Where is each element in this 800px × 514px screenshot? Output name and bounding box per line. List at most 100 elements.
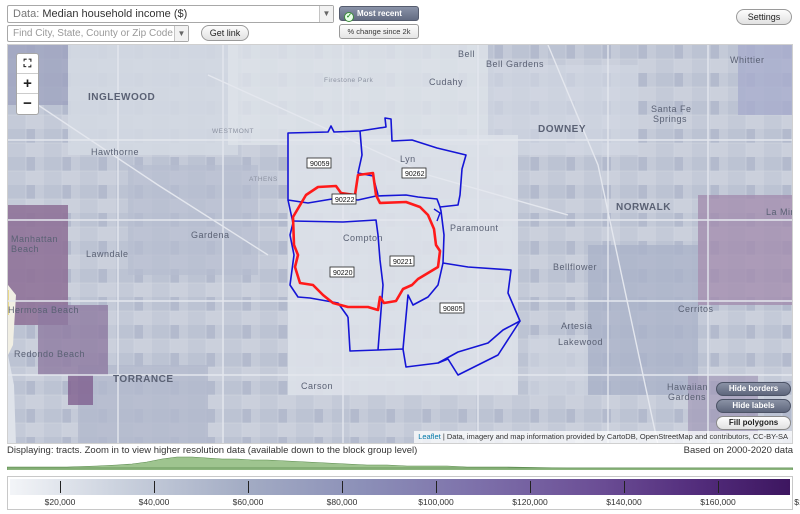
- hide-borders-button[interactable]: Hide borders: [716, 382, 791, 396]
- place-redondo-beach: Redondo Beach: [14, 349, 85, 359]
- zip-label-box: [401, 167, 427, 179]
- legend-tick-mark: [718, 481, 719, 493]
- data-range-status: Based on 2000-2020 data: [683, 445, 793, 456]
- chevron-down-icon[interactable]: ▼: [174, 26, 188, 41]
- zip-90220-west: [287, 199, 349, 318]
- map-canvas[interactable]: INGLEWOOD DOWNEY TORRANCE Hawthorne Gard…: [8, 45, 793, 444]
- hide-labels-button[interactable]: Hide labels: [716, 399, 791, 413]
- zoom-out-button[interactable]: −: [23, 95, 32, 112]
- place-lawndale: Lawndale: [86, 249, 129, 259]
- legend-tick-label: $160,000: [700, 497, 736, 507]
- get-link-button[interactable]: Get link: [201, 25, 249, 41]
- place-lynwood: Lyn: [400, 154, 416, 164]
- zip-label-90222: 90222: [335, 197, 355, 204]
- zip-90220-east: [291, 219, 384, 351]
- place-inglewood: INGLEWOOD: [88, 92, 155, 103]
- zip-label-90262: 90262: [405, 171, 425, 178]
- legend-tick-mark: [154, 481, 155, 493]
- place-hawaiian-gardens: Hawaiian Gardens: [667, 382, 711, 402]
- zip-90805-divider: [402, 262, 444, 350]
- value-histogram: [7, 456, 793, 470]
- chevron-down-icon[interactable]: ▼: [319, 6, 333, 22]
- zip-label-box: [331, 193, 357, 205]
- place-santa-fe-springs: Santa Fe Springs: [651, 104, 695, 124]
- place-gardena: Gardena: [191, 230, 230, 240]
- most-recent-value-toggle[interactable]: ✓Most recent value: [339, 6, 419, 33]
- zip-90805-boundary: [437, 320, 521, 376]
- legend-tick-label: $80,000: [326, 497, 358, 507]
- place-hawthorne: Hawthorne: [91, 147, 139, 157]
- highlighted-area-outline: [291, 171, 442, 312]
- place-manhattan-beach: Manhattan Beach: [11, 234, 61, 254]
- place-compton: Compton: [343, 233, 383, 243]
- place-firestone-park: Firestone Park: [324, 77, 374, 84]
- place-artesia: Artesia: [561, 321, 593, 331]
- place-labels: INGLEWOOD DOWNEY TORRANCE Hawthorne Gard…: [8, 49, 793, 402]
- zip-labels: 90059 90262 90222 90220 90221 90805: [306, 157, 465, 314]
- map-attribution: Leaflet | Data, imagery and map informat…: [414, 431, 792, 443]
- attribution-text: | Data, imagery and map information prov…: [440, 432, 788, 441]
- zip-label-90221: 90221: [393, 259, 413, 266]
- coastline: [8, 285, 16, 355]
- place-bell-gardens: Bell Gardens: [486, 59, 544, 69]
- place-cerritos: Cerritos: [678, 304, 714, 314]
- top-toolbar: Data: Median household income ($) ▼ Find…: [0, 0, 800, 44]
- place-la-mirada: La Mir: [766, 207, 793, 217]
- beach-line: Beach: [11, 244, 39, 254]
- place-bellflower: Bellflower: [553, 262, 597, 272]
- legend-tick-label: $140,000: [606, 497, 642, 507]
- location-search-input[interactable]: Find City, State, County or Zip Code ▼: [7, 25, 189, 42]
- zip-label-90059: 90059: [310, 161, 330, 168]
- place-downey: DOWNEY: [538, 124, 586, 135]
- place-bell: Bell: [458, 49, 475, 59]
- legend-tick-mark: [248, 481, 249, 493]
- place-whittier: Whittier: [730, 55, 765, 65]
- zip-90221-boundary: [347, 206, 521, 368]
- legend-tick-mark: [624, 481, 625, 493]
- data-select-value: Median household income ($): [42, 8, 188, 20]
- zip-label-90805: 90805: [443, 306, 463, 313]
- settings-button[interactable]: Settings: [736, 9, 792, 25]
- legend-tick-label: $40,000: [138, 497, 170, 507]
- place-athens: ATHENS: [249, 176, 278, 183]
- springs-line: Springs: [653, 114, 687, 124]
- zip-label-90220: 90220: [333, 270, 353, 277]
- legend-tick-label: $180,000: [794, 497, 800, 507]
- data-select-prefix: Data:: [13, 8, 40, 20]
- hawaiian-line: Hawaiian: [667, 382, 708, 392]
- search-placeholder: Find City, State, County or Zip Code: [13, 28, 173, 39]
- place-torrance: TORRANCE: [113, 374, 173, 385]
- place-lakewood: Lakewood: [558, 337, 603, 347]
- santa-fe-line: Santa Fe: [651, 104, 692, 114]
- zip-label-box: [439, 302, 465, 314]
- zoom-in-button[interactable]: +: [17, 74, 38, 94]
- check-icon: ✓: [344, 12, 354, 22]
- legend-tick-mark: [60, 481, 61, 493]
- display-level-status: Displaying: tracts. Zoom in to view high…: [7, 445, 418, 456]
- legend-tick-label: $120,000: [512, 497, 548, 507]
- legend-tick-label: $20,000: [44, 497, 76, 507]
- zoom-control: ⛶ + −: [16, 53, 39, 115]
- place-carson: Carson: [301, 381, 333, 391]
- place-paramount: Paramount: [450, 223, 499, 233]
- place-westmont: WESTMONT: [212, 128, 254, 135]
- map-view[interactable]: INGLEWOOD DOWNEY TORRANCE Hawthorne Gard…: [7, 44, 793, 444]
- fullscreen-icon[interactable]: ⛶: [17, 54, 38, 74]
- zip-label-box: [329, 266, 355, 278]
- fill-polygons-button[interactable]: Fill polygons: [716, 416, 791, 430]
- manhattan-line: Manhattan: [11, 234, 58, 244]
- color-scale-bar: [10, 479, 790, 495]
- gardens-line: Gardens: [668, 392, 706, 402]
- legend-tick-mark: [436, 481, 437, 493]
- zip-label-box: [389, 255, 415, 267]
- data-variable-select[interactable]: Data: Median household income ($) ▼: [7, 5, 334, 23]
- leaflet-link[interactable]: Leaflet: [418, 432, 441, 441]
- zip-boundaries: [287, 117, 521, 376]
- percent-change-toggle[interactable]: % change since 2k: [339, 24, 419, 39]
- legend-tick-mark: [530, 481, 531, 493]
- color-legend: $20,000 $40,000 $60,000 $80,000 $100,000 $120…: [7, 476, 800, 510]
- legend-tick-mark: [342, 481, 343, 493]
- legend-tick-label: $60,000: [232, 497, 264, 507]
- zip-label-box: [306, 157, 332, 169]
- place-norwalk: NORWALK: [616, 202, 671, 213]
